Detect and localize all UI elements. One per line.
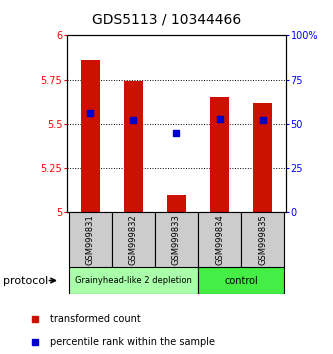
Bar [198,212,241,267]
Bar [167,195,186,212]
Bar [155,212,198,267]
Text: GSM999833: GSM999833 [172,215,181,265]
Text: GDS5113 / 10344466: GDS5113 / 10344466 [92,12,241,27]
Bar [253,103,272,212]
Bar [241,212,284,267]
Text: control: control [224,275,258,286]
Text: percentile rank within the sample: percentile rank within the sample [50,337,215,348]
Text: Grainyhead-like 2 depletion: Grainyhead-like 2 depletion [75,276,192,285]
Text: GSM999832: GSM999832 [129,215,138,265]
Text: transformed count: transformed count [50,314,141,325]
Text: GSM999834: GSM999834 [215,215,224,265]
Bar [198,267,284,294]
Bar [210,97,229,212]
Bar [112,212,155,267]
Text: GSM999835: GSM999835 [258,215,267,265]
Bar [81,60,100,212]
Bar [69,212,112,267]
Bar [69,267,198,294]
Text: GSM999831: GSM999831 [86,215,95,265]
Text: protocol: protocol [3,275,49,286]
Bar [124,81,143,212]
